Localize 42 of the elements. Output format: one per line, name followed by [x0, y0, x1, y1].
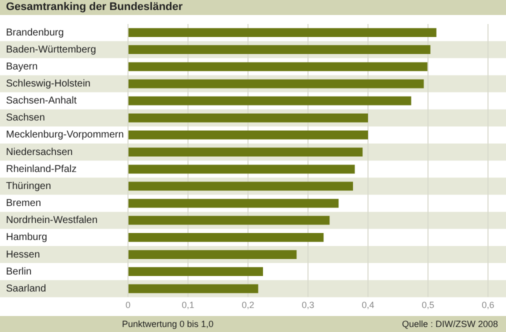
bar [128, 62, 428, 72]
y-tick-label: Mecklenburg-Vorpommern [6, 130, 124, 141]
x-tick-label: 0 [125, 300, 131, 310]
y-tick-label: Bayern [6, 61, 38, 72]
bar [128, 148, 363, 156]
y-tick-label: Brandenburg [6, 27, 64, 38]
x-tick-label: 0,3 [302, 300, 314, 310]
y-tick-label: Hamburg [6, 232, 48, 244]
x-tick-label: 0,1 [182, 300, 194, 310]
x-tick-label: 0,4 [362, 300, 374, 310]
bar [128, 164, 355, 174]
bar [128, 130, 368, 140]
bar [128, 233, 324, 242]
y-tick-label: Saarland [6, 283, 46, 294]
x-tick-label: 0,5 [422, 300, 434, 310]
bar [128, 113, 368, 122]
x-tick-label: 0,2 [242, 300, 254, 310]
bar [128, 267, 263, 276]
x-tick-label: 0,6 [482, 300, 494, 310]
bar [128, 28, 436, 37]
y-tick-label: Schleswig-Holstein [6, 78, 90, 90]
y-tick-label: Nordrhein-Westfalen [6, 215, 98, 226]
bar [128, 216, 330, 225]
source-note: Quelle : DIW/ZSW 2008 [402, 318, 498, 331]
x-axis-title: Punktwertung 0 bis 1,0 [122, 318, 214, 331]
bar [128, 96, 412, 106]
y-tick-label: Rheinland-Pfalz [6, 164, 77, 175]
y-tick-label: Hessen [6, 249, 40, 260]
bar [128, 79, 424, 88]
bar [128, 45, 430, 54]
bar [128, 182, 353, 191]
y-tick-label: Sachsen-Anhalt [6, 96, 77, 107]
y-tick-label: Bremen [6, 198, 42, 210]
y-tick-label: Thüringen [6, 180, 52, 192]
y-tick-label: Sachsen [6, 112, 45, 124]
bar [128, 250, 297, 259]
chart-title: Gesamtranking der Bundesländer [0, 0, 506, 15]
y-tick-label: Niedersachsen [6, 146, 73, 158]
y-tick-label: Baden-Württemberg [6, 44, 96, 56]
y-tick-label: Berlin [6, 266, 32, 278]
bar [128, 198, 339, 208]
bar [128, 284, 258, 294]
